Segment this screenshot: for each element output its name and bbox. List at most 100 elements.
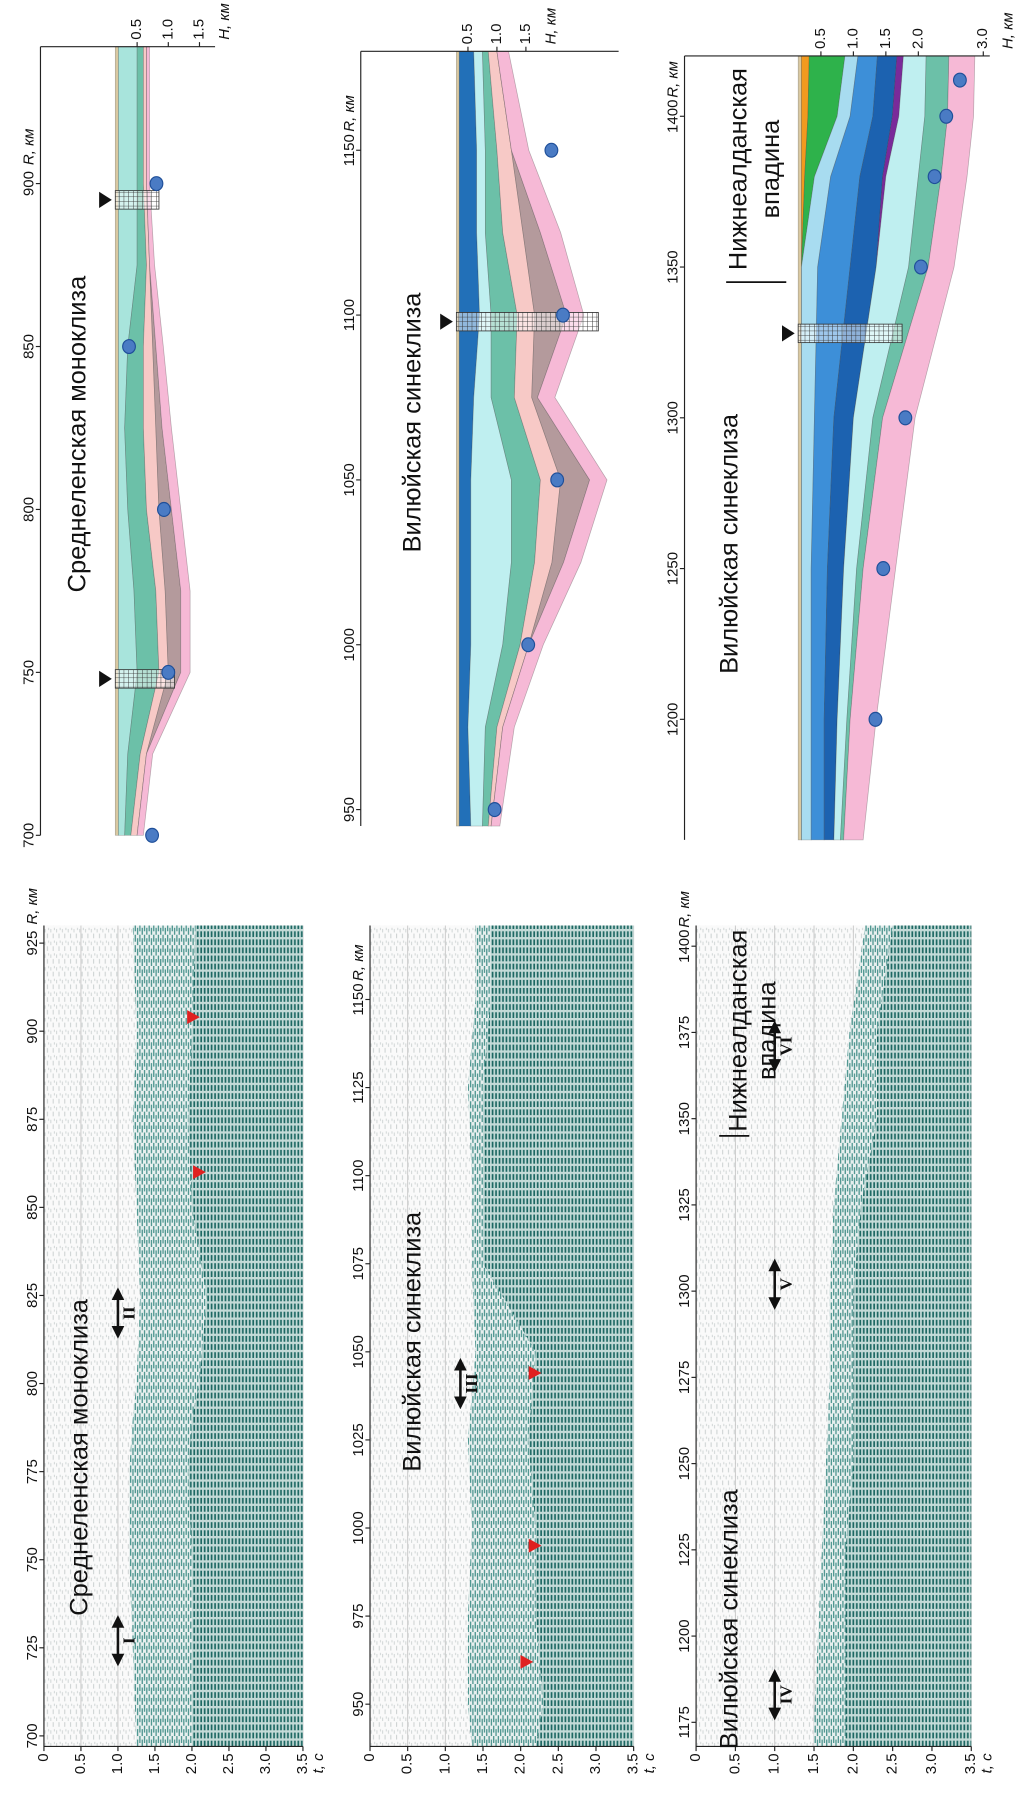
data-point — [551, 473, 564, 487]
h-axis-label: H, км — [216, 3, 233, 40]
well-column — [456, 312, 598, 331]
data-point — [162, 665, 175, 679]
data-point — [877, 562, 890, 576]
r-tick-label: 750 — [21, 660, 38, 685]
zone-label: II — [120, 1306, 139, 1320]
r-tick-label: 1275 — [676, 1361, 693, 1394]
t-tick-label: 2.0 — [512, 1753, 529, 1774]
r-axis-label: R, км — [665, 61, 682, 98]
h-axis-label: H, км — [1000, 12, 1017, 49]
data-point — [928, 170, 941, 184]
r-tick-label: 1100 — [341, 299, 358, 331]
t-tick-label: 2.5 — [220, 1753, 237, 1774]
region-label: Нижнеалданская — [725, 68, 753, 270]
t-tick-label: 1.0 — [109, 1753, 126, 1774]
h-tick-label: 0.5 — [459, 24, 476, 45]
well-marker — [99, 671, 112, 687]
r-axis-label: R, км — [24, 887, 41, 924]
seismic-panel: III00.51.01.52.02.53.03.5t, с95097510001… — [350, 926, 658, 1775]
r-tick-label: 1150 — [341, 134, 358, 166]
t-tick-label: 0 — [361, 1753, 378, 1761]
h-tick-label: 1.5 — [517, 24, 534, 45]
panel-title: Среднеленская моноклиза — [63, 275, 91, 593]
zone-label: V — [776, 1277, 795, 1290]
r-tick-label: 1200 — [665, 703, 682, 736]
r-tick-label: 1250 — [665, 552, 682, 585]
data-point — [940, 109, 953, 123]
r-tick-label: 875 — [24, 1107, 41, 1132]
h-axis-label: H, км — [542, 7, 559, 44]
r-axis-label: R, км — [676, 890, 693, 927]
r-tick-label: 900 — [24, 1019, 41, 1044]
r-tick-label: 1300 — [676, 1274, 693, 1307]
layer — [798, 56, 801, 840]
well-column — [115, 191, 159, 210]
h-tick-label: 0.5 — [128, 19, 145, 40]
r-tick-label: 900 — [21, 171, 38, 196]
panel-title: Вилюйская синеклиза — [399, 292, 427, 553]
figure: 0.51.01.5H, км700750800850900R, кмСредне… — [0, 0, 1021, 1814]
r-tick-label: 750 — [24, 1547, 41, 1572]
t-tick-label: 2.0 — [183, 1753, 200, 1774]
r-tick-label: 1400 — [676, 929, 693, 962]
h-tick-label: 0.5 — [812, 28, 829, 49]
h-tick-label: 1.0 — [159, 19, 176, 40]
data-point — [522, 638, 535, 652]
data-point — [899, 411, 912, 425]
panel-title: Среднеленская моноклиза — [66, 1298, 94, 1616]
r-tick-label: 775 — [24, 1459, 41, 1484]
r-tick-label: 1000 — [350, 1511, 367, 1544]
data-point — [158, 503, 171, 517]
layer — [115, 47, 118, 836]
t-tick-label: 3.0 — [257, 1753, 274, 1774]
t-tick-label: 3.5 — [625, 1753, 642, 1774]
data-point — [123, 340, 136, 354]
zone-label: I — [120, 1637, 139, 1644]
t-tick-label: 3.0 — [923, 1753, 940, 1774]
t-tick-label: 2.5 — [549, 1753, 566, 1774]
t-tick-label: 3.5 — [962, 1753, 979, 1774]
zone-label: IV — [776, 1685, 795, 1705]
r-tick-label: 1250 — [676, 1447, 693, 1480]
r-tick-label: 1075 — [350, 1247, 367, 1280]
r-tick-label: 925 — [24, 931, 41, 956]
r-tick-label: 950 — [341, 797, 358, 822]
r-tick-label: 975 — [350, 1604, 367, 1629]
region-label: впадина — [757, 119, 785, 218]
h-tick-label: 1.0 — [488, 24, 505, 45]
t-axis-label: t, с — [641, 1753, 658, 1774]
t-tick-label: 3.0 — [587, 1753, 604, 1774]
h-tick-label: 1.5 — [190, 19, 207, 40]
h-tick-label: 1.5 — [877, 28, 894, 49]
r-tick-label: 950 — [350, 1692, 367, 1717]
t-axis-label: t, с — [978, 1753, 995, 1774]
r-tick-label: 1050 — [350, 1335, 367, 1368]
r-tick-label: 1175 — [676, 1706, 693, 1738]
data-point — [954, 73, 967, 87]
h-tick-label: 2.0 — [909, 28, 926, 49]
region-label: Нижнеалданская — [725, 930, 753, 1132]
panel-title: Вилюйская синеклиза — [715, 1488, 743, 1749]
well-marker — [782, 325, 795, 341]
r-axis-label: R, км — [21, 128, 38, 165]
data-point — [488, 803, 501, 817]
data-point — [557, 308, 570, 322]
data-point — [545, 143, 558, 157]
r-axis-label: R, км — [350, 944, 367, 981]
r-tick-label: 700 — [24, 1723, 41, 1748]
t-tick-label: 3.5 — [294, 1753, 311, 1774]
t-tick-label: 0 — [35, 1753, 52, 1761]
r-tick-label: 1050 — [341, 463, 358, 496]
t-tick-label: 1.5 — [805, 1753, 822, 1774]
t-tick-label: 0 — [687, 1753, 704, 1761]
r-tick-label: 1200 — [676, 1619, 693, 1652]
r-tick-label: 1350 — [676, 1102, 693, 1135]
r-tick-label: 1300 — [665, 401, 682, 434]
seismic-reflector — [188, 926, 303, 1747]
panel-title: Вилюйская синеклиза — [715, 413, 743, 674]
well-marker — [440, 314, 453, 330]
data-point — [150, 177, 163, 191]
